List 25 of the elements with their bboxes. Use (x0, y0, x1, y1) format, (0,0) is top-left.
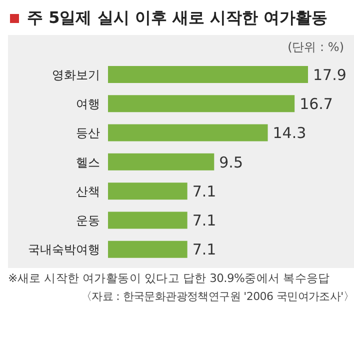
y-tick-label: 등산 (76, 126, 100, 140)
data-label: 7.1 (192, 212, 216, 230)
y-tick-label: 헬스 (76, 155, 100, 170)
bar (108, 212, 188, 229)
y-tick-label: 영화보기 (52, 68, 100, 82)
bar (108, 240, 188, 258)
text: ※새로 시작한 여가활동이 있다고 답한 30.9%중에서 복수응답 (8, 271, 331, 286)
data-label: 9.5 (219, 153, 244, 172)
bar (108, 95, 295, 112)
data-label: 16.7 (300, 94, 333, 113)
bar (108, 124, 268, 142)
text: 〈자료 : 한국문화관광정책연구원 '2006 국민여가조사'〉 (80, 289, 354, 304)
bar (108, 182, 188, 200)
data-label: 7.1 (192, 182, 216, 200)
y-tick-label: 국내숙박여행 (28, 242, 100, 257)
data-label: 7.1 (192, 240, 216, 259)
chart-title: 주 5일제 실시 이후 새로 시작한 여가활동 (27, 8, 328, 29)
y-tick-label: 여행 (76, 96, 100, 111)
y-tick-label: 산책 (76, 184, 100, 198)
bar (108, 66, 308, 83)
data-label: 14.3 (272, 124, 306, 142)
y-tick-label: 운동 (76, 214, 100, 228)
chart-subtitle: (단위 : %) (286, 39, 345, 56)
data-label: 17.9 (313, 66, 346, 84)
bar (108, 153, 214, 170)
